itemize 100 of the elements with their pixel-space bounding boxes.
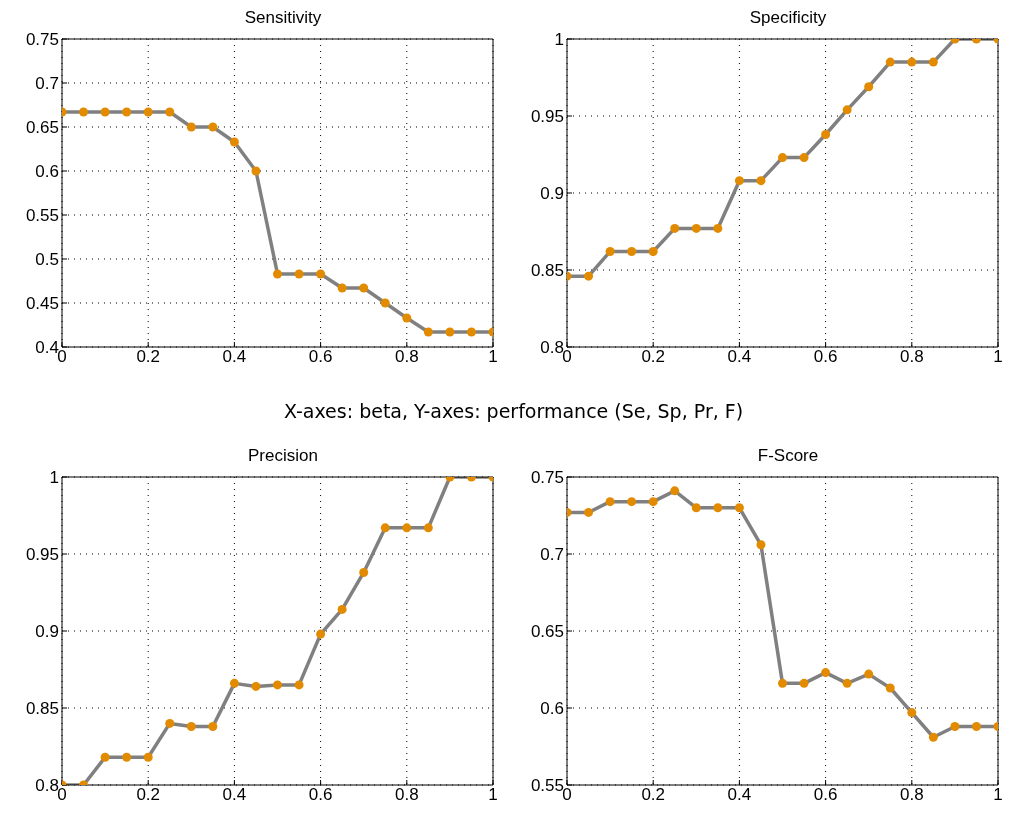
point — [971, 721, 981, 731]
x-tick-label: 0.6 — [813, 347, 838, 367]
point — [165, 718, 175, 728]
x-tick-label: 0.2 — [641, 347, 666, 367]
point — [928, 57, 938, 67]
y-tick-label: 0.9 — [35, 622, 59, 642]
x-tick-label: 0 — [562, 785, 572, 805]
point — [907, 57, 917, 67]
x-tick-label: 0.4 — [222, 785, 247, 805]
y-tick-label: 1 — [49, 468, 59, 488]
point — [842, 105, 852, 115]
x-tick-label: 0.8 — [394, 785, 419, 805]
point — [734, 176, 744, 186]
point — [337, 604, 347, 614]
point — [251, 681, 261, 691]
point — [186, 721, 196, 731]
x-tick-label: 0.4 — [727, 347, 752, 367]
point — [756, 176, 766, 186]
point — [251, 166, 261, 176]
point — [294, 269, 304, 279]
point — [380, 523, 390, 533]
y-tick-label: 1 — [554, 30, 564, 50]
point — [380, 298, 390, 308]
point — [423, 327, 433, 337]
x-tick-label: 0.2 — [136, 785, 161, 805]
point — [648, 247, 658, 257]
x-tick-label: 0.8 — [394, 347, 419, 367]
point — [864, 82, 874, 92]
point — [359, 567, 369, 577]
point — [100, 752, 110, 762]
point — [294, 680, 304, 690]
point — [79, 107, 89, 117]
point — [122, 752, 132, 762]
point — [445, 327, 455, 337]
y-tick-label: 0.75 — [25, 30, 59, 50]
point — [756, 540, 766, 550]
point — [402, 523, 412, 533]
y-tick-label: 0.7 — [540, 545, 564, 565]
point — [691, 223, 701, 233]
y-tick-label: 0.85 — [25, 699, 59, 719]
point — [186, 122, 196, 132]
chart-title: F-Score — [756, 446, 820, 467]
point — [907, 708, 917, 718]
point — [273, 680, 282, 690]
point — [821, 129, 831, 139]
point — [648, 497, 658, 507]
point — [799, 153, 809, 163]
point — [208, 122, 218, 132]
point — [584, 271, 594, 281]
x-tick-label: 0.4 — [222, 347, 247, 367]
point — [950, 721, 960, 731]
x-tick-label: 1 — [488, 785, 498, 805]
point — [229, 678, 239, 688]
chart-title: Specificity — [748, 8, 828, 29]
point — [799, 678, 809, 688]
point — [670, 486, 680, 496]
x-tick-label: 0.2 — [641, 785, 666, 805]
x-tick-label: 0 — [57, 785, 67, 805]
y-tick-label: 0.6 — [540, 699, 564, 719]
point — [928, 732, 938, 742]
point — [273, 269, 282, 279]
point — [691, 503, 701, 513]
x-tick-label: 0.8 — [899, 347, 924, 367]
y-tick-label: 0.95 — [25, 545, 59, 565]
point — [864, 669, 874, 679]
point — [627, 497, 637, 507]
point — [402, 313, 412, 323]
point — [337, 283, 347, 293]
point — [605, 247, 615, 257]
point — [605, 497, 615, 507]
point — [165, 107, 175, 117]
point — [713, 503, 723, 513]
y-tick-label: 0.85 — [530, 261, 564, 281]
point — [229, 137, 239, 147]
point — [713, 223, 723, 233]
point — [670, 223, 680, 233]
point — [143, 752, 153, 762]
y-tick-label: 0.65 — [25, 118, 59, 138]
y-tick-label: 0.45 — [25, 294, 59, 314]
point — [885, 57, 895, 67]
x-tick-label: 1 — [993, 347, 1003, 367]
point — [627, 247, 637, 257]
point — [316, 629, 326, 639]
x-tick-label: 1 — [993, 785, 1003, 805]
point — [778, 678, 787, 688]
x-tick-label: 1 — [488, 347, 498, 367]
y-tick-label: 0.95 — [530, 107, 564, 127]
x-tick-label: 0.4 — [727, 785, 752, 805]
x-tick-label: 0.8 — [899, 785, 924, 805]
y-tick-label: 0.55 — [530, 776, 564, 796]
chart-title: Sensitivity — [243, 8, 323, 29]
x-tick-label: 0.2 — [136, 347, 161, 367]
chart-title: Precision — [247, 446, 319, 467]
point — [100, 107, 110, 117]
point — [584, 507, 594, 517]
y-tick-label: 0.9 — [540, 184, 564, 204]
y-tick-label: 0.5 — [35, 250, 59, 270]
point — [821, 668, 831, 678]
x-tick-label: 0 — [562, 347, 572, 367]
point — [122, 107, 132, 117]
